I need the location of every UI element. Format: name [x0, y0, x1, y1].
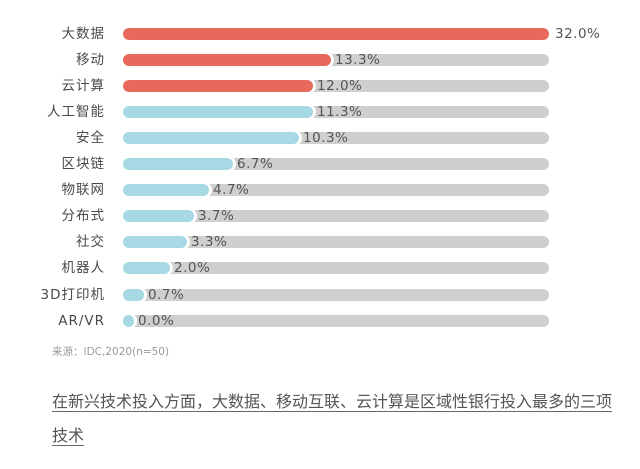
bar-fill	[123, 158, 233, 170]
category-label: 分布式	[61, 208, 105, 224]
value-label: 6.7%	[237, 156, 274, 172]
bar-track	[123, 106, 549, 118]
bar-track	[123, 236, 549, 248]
bar-row: 人工智能 11.3%	[0, 99, 640, 125]
category-label: 安全	[76, 130, 105, 146]
bar-track	[123, 80, 549, 92]
bar-fill	[123, 28, 549, 40]
category-label: 人工智能	[47, 104, 105, 120]
bar-row: 分布式 3.7%	[0, 203, 640, 229]
category-label: AR/VR	[58, 313, 105, 329]
bar-row: 3D打印机 0.7%	[0, 282, 640, 308]
bar-row: 区块链 6.7%	[0, 151, 640, 177]
bar-track	[123, 158, 549, 170]
bar-fill	[123, 132, 299, 144]
category-label: 机器人	[61, 260, 105, 276]
category-label: 移动	[76, 52, 105, 68]
bar-fill	[123, 236, 187, 248]
bar-track	[123, 262, 549, 274]
caption-text: 在新兴技术投入方面，大数据、移动互联、云计算是区域性银行投入最多的三项技术	[52, 392, 613, 445]
bar-row: 移动 13.3%	[0, 47, 640, 73]
category-label: 社交	[76, 234, 105, 250]
bar-track	[123, 28, 549, 40]
bar-row: 机器人 2.0%	[0, 255, 640, 281]
value-label: 13.3%	[335, 52, 381, 68]
bar-track	[123, 289, 549, 301]
bar-fill	[123, 210, 194, 222]
bar-row: 物联网 4.7%	[0, 177, 640, 203]
bar-track	[123, 184, 549, 196]
value-label: 11.3%	[317, 104, 363, 120]
category-label: 云计算	[61, 78, 105, 94]
bar-track	[123, 315, 549, 327]
value-label: 0.0%	[138, 313, 175, 329]
bar-track	[123, 132, 549, 144]
bar-fill	[123, 54, 331, 66]
caption: 在新兴技术投入方面，大数据、移动互联、云计算是区域性银行投入最多的三项技术	[52, 385, 612, 453]
bar-row: 安全 10.3%	[0, 125, 640, 151]
category-label: 大数据	[61, 26, 105, 42]
category-label: 物联网	[61, 182, 105, 198]
value-label: 2.0%	[174, 260, 211, 276]
horizontal-bar-chart: 大数据 32.0% 移动 13.3% 云计算 12.0% 人工智能 11.3% 安全 10.3% 区…	[0, 21, 640, 334]
bar-row: 云计算 12.0%	[0, 73, 640, 99]
bar-fill	[123, 315, 134, 327]
value-label: 32.0%	[555, 26, 601, 42]
bar-track	[123, 210, 549, 222]
bar-row: 大数据 32.0%	[0, 21, 640, 47]
bar-fill	[123, 184, 209, 196]
value-label: 4.7%	[213, 182, 250, 198]
value-label: 12.0%	[317, 78, 363, 94]
bar-fill	[123, 289, 144, 301]
value-label: 3.7%	[198, 208, 235, 224]
category-label: 3D打印机	[40, 287, 105, 303]
bar-track	[123, 54, 549, 66]
value-label: 10.3%	[303, 130, 349, 146]
value-label: 0.7%	[148, 287, 185, 303]
source-note: 来源：IDC,2020(n=50)	[52, 346, 170, 358]
bar-fill	[123, 80, 313, 92]
bar-row: 社交 3.3%	[0, 229, 640, 255]
bar-row: AR/VR 0.0%	[0, 308, 640, 334]
category-label: 区块链	[61, 156, 105, 172]
bar-fill	[123, 262, 170, 274]
value-label: 3.3%	[191, 234, 228, 250]
bar-fill	[123, 106, 313, 118]
